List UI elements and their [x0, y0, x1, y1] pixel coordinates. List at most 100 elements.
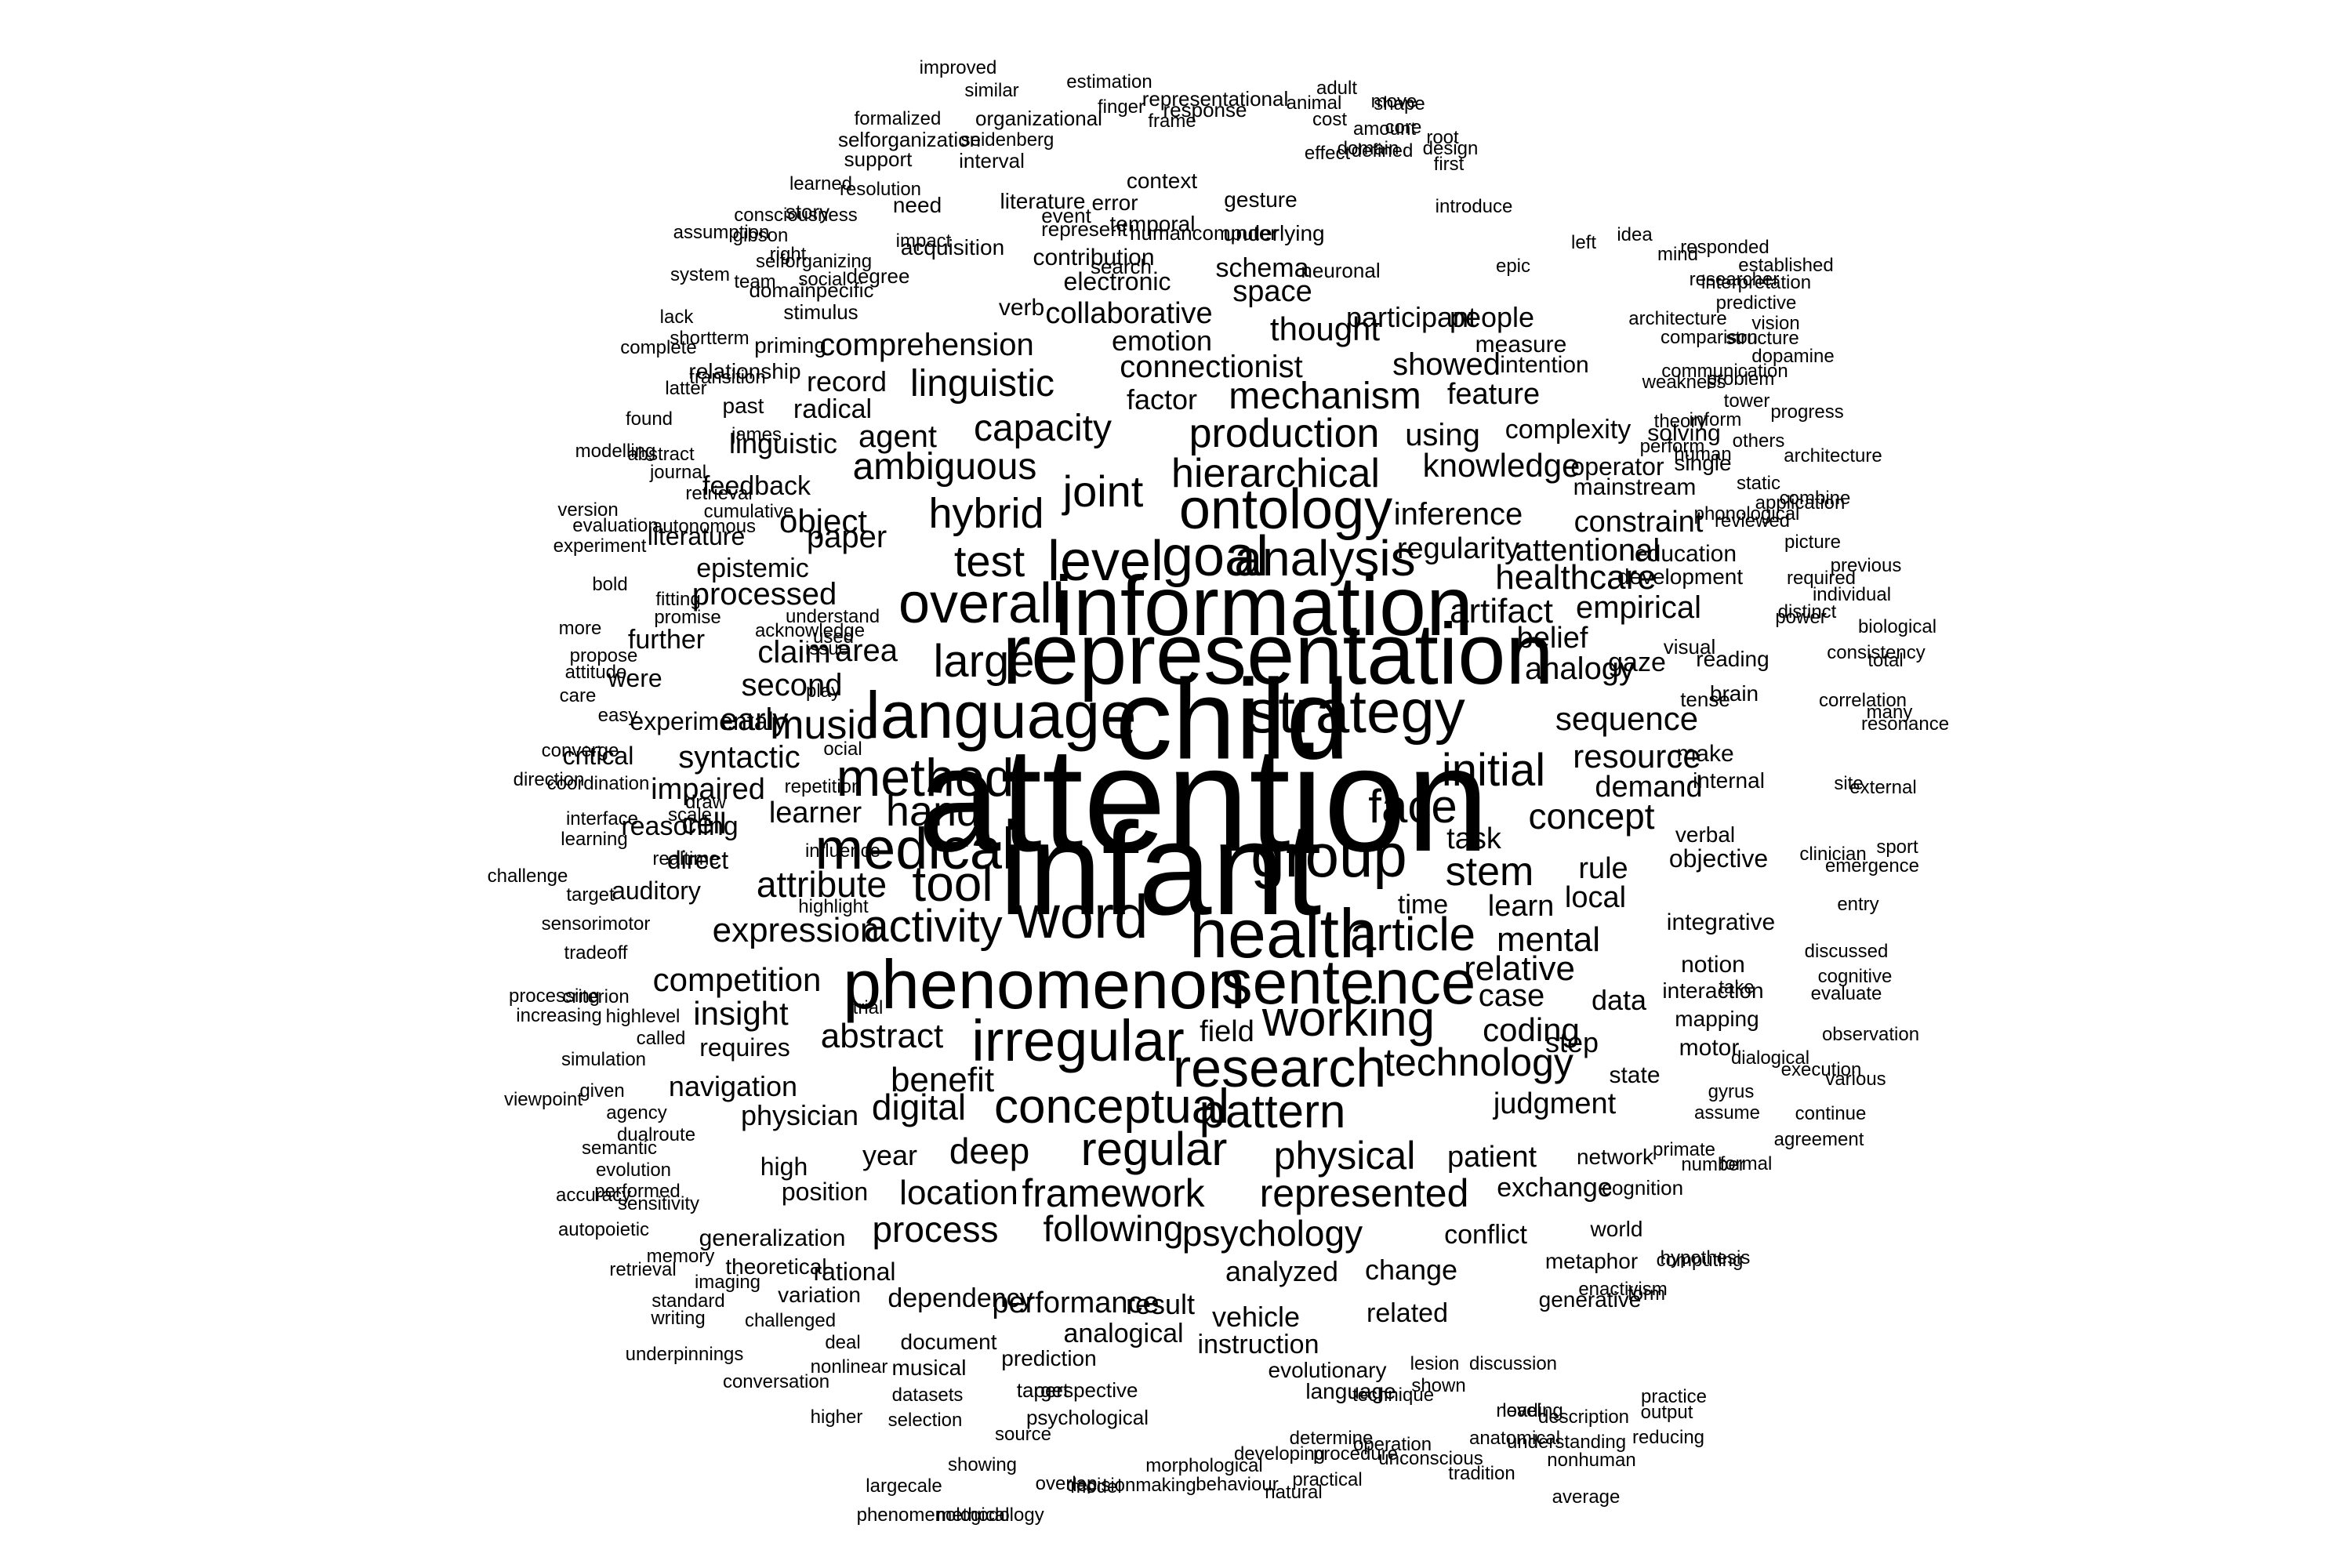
cloud-word: target	[1016, 1378, 1069, 1402]
cloud-word: correlation	[1818, 690, 1907, 711]
cloud-word: intention	[1500, 352, 1589, 378]
cloud-word: analogical	[1063, 1319, 1184, 1348]
cloud-word: consciousness	[734, 205, 858, 226]
cloud-word: past	[722, 394, 764, 418]
cloud-word: auditory	[612, 877, 701, 905]
cloud-word: theoretical	[725, 1254, 827, 1279]
cloud-word: participant	[1345, 301, 1477, 333]
cloud-word: gesture	[1224, 187, 1298, 212]
cloud-word: judgment	[1493, 1087, 1617, 1120]
cloud-word: regular	[1080, 1123, 1228, 1175]
cloud-word: interaction	[1662, 978, 1764, 1003]
cloud-word: medical	[815, 816, 1015, 881]
cloud-word: used	[812, 626, 855, 648]
cloud-word: right	[769, 244, 807, 265]
cloud-word: promise	[654, 607, 721, 628]
cloud-word: ocial	[823, 739, 862, 760]
cloud-word: problem	[1706, 368, 1775, 390]
cloud-word: more	[558, 618, 602, 639]
cloud-word: record	[806, 365, 887, 397]
cloud-word: form	[1628, 1283, 1665, 1305]
cloud-word: datasets	[891, 1385, 964, 1406]
cloud-word: impaired	[651, 773, 765, 806]
cloud-word: vehicle	[1211, 1301, 1301, 1333]
cloud-word: context	[1126, 169, 1198, 193]
cloud-word: underlying	[1223, 221, 1325, 245]
cloud-word: solving	[1647, 420, 1721, 446]
cloud-word: various	[1825, 1069, 1886, 1090]
cloud-word: issue	[804, 638, 850, 659]
cloud-word: analyzed	[1225, 1255, 1339, 1287]
cloud-word: architecture	[1628, 308, 1727, 329]
cloud-word: shape	[1374, 93, 1425, 114]
cloud-word: large	[933, 636, 1035, 687]
cloud-word: health	[1189, 895, 1377, 972]
cloud-word: artifact	[1449, 592, 1554, 630]
cloud-word: sequence	[1555, 700, 1699, 737]
cloud-word: error	[1091, 191, 1138, 215]
cloud-word: performance	[992, 1287, 1160, 1319]
cloud-word: literature	[1000, 189, 1086, 213]
cloud-word: reducing	[1632, 1427, 1705, 1448]
cloud-word: researcher	[1689, 269, 1780, 290]
cloud-word: psychology	[1181, 1213, 1363, 1254]
cloud-word: representation	[1002, 606, 1554, 702]
cloud-word: retrieval	[609, 1259, 677, 1280]
cloud-word: lack	[659, 307, 694, 328]
cloud-word: critical	[562, 742, 634, 770]
cloud-word: showing	[947, 1454, 1018, 1475]
cloud-word: entry	[1837, 894, 1879, 915]
cloud-word: system	[670, 264, 731, 285]
cloud-word: musical	[891, 1356, 967, 1380]
cloud-word: joint	[1062, 466, 1144, 516]
cloud-word: deep	[949, 1131, 1030, 1171]
cloud-word: standard	[652, 1290, 725, 1312]
cloud-word: take	[1719, 977, 1755, 998]
cloud-word: conceptual	[994, 1080, 1229, 1134]
cloud-word: represent	[1041, 217, 1127, 241]
cloud-word: decisionmaking	[1066, 1475, 1196, 1496]
cloud-word: mainstream	[1573, 474, 1697, 500]
cloud-word: make	[1676, 741, 1734, 767]
cloud-word: support	[844, 147, 913, 171]
cloud-word: transition	[689, 367, 766, 388]
cloud-word: amount	[1352, 118, 1417, 140]
cloud-word: object	[779, 503, 868, 539]
cloud-word: stimulus	[783, 300, 858, 324]
cloud-word: cost	[1312, 109, 1348, 130]
cloud-word: given	[579, 1080, 625, 1102]
cloud-word: technique	[1352, 1385, 1435, 1406]
cloud-word: electronic	[1063, 267, 1171, 296]
cloud-word: autopoietic	[557, 1219, 650, 1240]
cloud-word: group	[1250, 821, 1407, 890]
cloud-word: james	[731, 424, 782, 445]
cloud-word: interface	[565, 808, 639, 829]
cloud-word: task	[1446, 822, 1501, 855]
cloud-word: external	[1849, 777, 1917, 798]
cloud-word: cumulative	[703, 501, 794, 522]
cloud-word: navigation	[668, 1070, 798, 1102]
cloud-word: understanding	[1506, 1432, 1627, 1453]
cloud-word: research	[1172, 1037, 1387, 1098]
cloud-word: phenomenon	[843, 946, 1246, 1023]
cloud-word: site	[1834, 773, 1864, 794]
cloud-word: reasoning	[621, 811, 739, 841]
cloud-word: social	[798, 269, 847, 290]
cloud-word: generalization	[699, 1225, 846, 1251]
cloud-word: second	[741, 668, 843, 702]
cloud-word: progress	[1770, 401, 1844, 423]
cloud-word: network	[1576, 1145, 1654, 1169]
cloud-word: learner	[768, 797, 862, 829]
cloud-word: estimation	[1066, 71, 1152, 93]
cloud-word: acknowledge	[754, 620, 866, 641]
cloud-word: sensitivity	[617, 1193, 700, 1214]
cloud-word: higher	[810, 1406, 863, 1428]
cloud-word: information	[1054, 558, 1474, 653]
cloud-word: inference	[1393, 497, 1523, 532]
cloud-word: relationship	[688, 359, 801, 383]
cloud-word: location	[899, 1174, 1018, 1212]
cloud-word: were	[608, 664, 662, 692]
cloud-word: ontology	[1178, 478, 1393, 541]
cloud-word: level	[1047, 530, 1164, 593]
cloud-word: clinician	[1799, 844, 1867, 865]
